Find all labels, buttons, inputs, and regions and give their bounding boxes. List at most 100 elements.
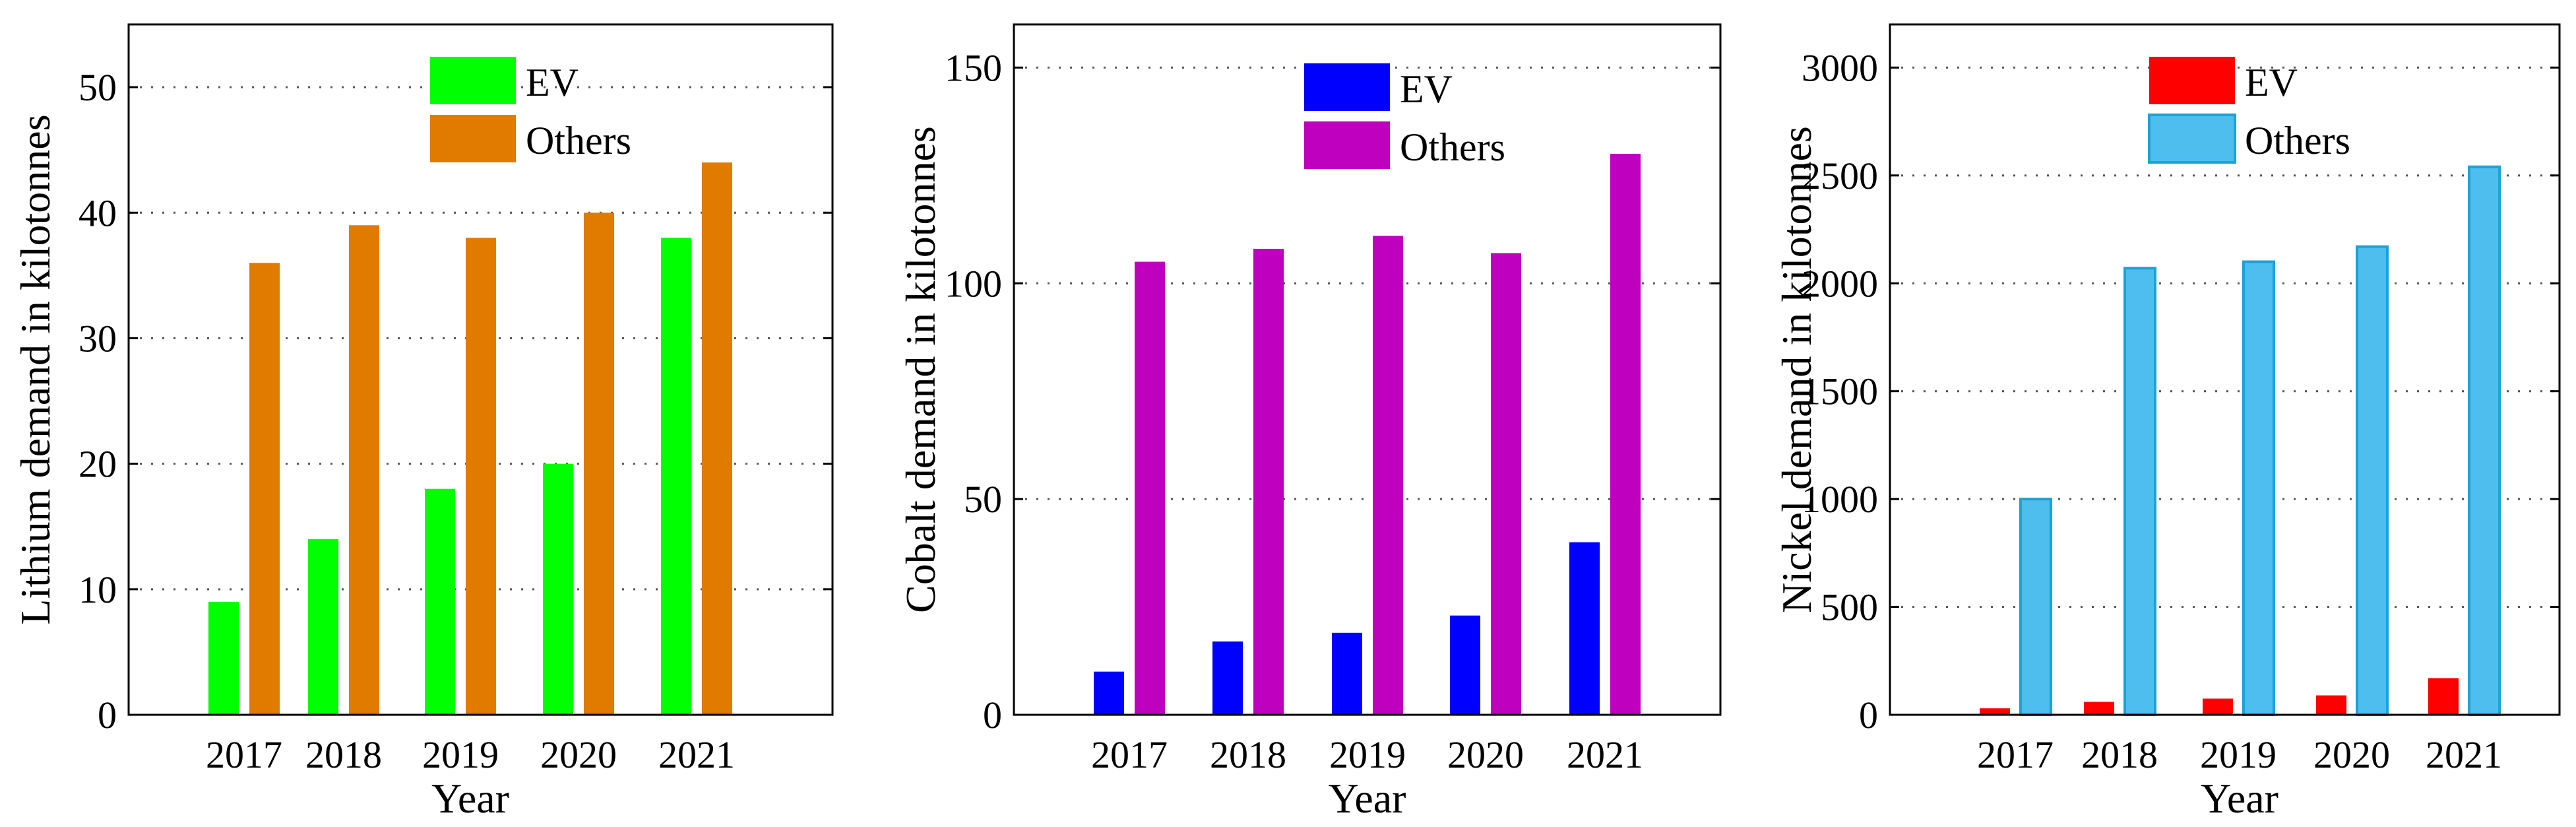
y-tick-label: 0 bbox=[983, 694, 1002, 737]
legend-label-ev: EV bbox=[2245, 61, 2298, 104]
x-tick-label: 2020 bbox=[1447, 733, 1524, 776]
x-tick-label: 2020 bbox=[540, 733, 617, 776]
chart-panel-2: 0 50 100 150 2017 2018 2019 2020 2021 Year Cobalt … bbox=[897, 23, 1722, 822]
bar-ev-2017 bbox=[1980, 708, 2010, 715]
x-tick-label: 2020 bbox=[2313, 733, 2390, 776]
legend-swatch-others bbox=[2148, 114, 2236, 164]
y-tick-label: 1000 bbox=[1802, 478, 1878, 521]
bar-others-2019 bbox=[2242, 260, 2275, 716]
y-tick-label: 2500 bbox=[1802, 154, 1878, 197]
x-axis: 2017 2018 2019 2020 2021 bbox=[1977, 733, 2502, 776]
bar-ev-2018 bbox=[1212, 641, 1243, 715]
series-ev bbox=[1094, 542, 1600, 715]
y-axis-title: Nickel demand in kilotonnes bbox=[1773, 126, 1820, 613]
bar-others-2019 bbox=[1373, 236, 1403, 715]
y-tick-label: 500 bbox=[1821, 586, 1878, 629]
legend: EV Others bbox=[2148, 57, 2350, 164]
x-tick-label: 2017 bbox=[1977, 733, 2054, 776]
y-axis-title: Lithium demand in kilotonnes bbox=[12, 114, 59, 624]
x-tick-label: 2019 bbox=[2200, 733, 2277, 776]
bar-ev-2019 bbox=[2203, 698, 2233, 715]
y-tick-label: 30 bbox=[79, 317, 117, 360]
bar-others-2021 bbox=[1610, 154, 1641, 715]
y-axis: 0 10 20 30 40 50 bbox=[79, 66, 832, 737]
y-axis: 0 500 1000 1500 2000 2500 3000 bbox=[1802, 46, 2560, 737]
series-others bbox=[249, 162, 732, 715]
plot-frame bbox=[1889, 23, 2561, 716]
chart-panel-1: 0 10 20 30 40 50 2017 2018 2019 2020 2021 Year Lithi… bbox=[12, 23, 834, 822]
bar-ev-2019 bbox=[425, 488, 455, 715]
bar-ev-2017 bbox=[1094, 671, 1124, 715]
bar-ev-2020 bbox=[1450, 615, 1480, 715]
legend-swatch-ev bbox=[1304, 63, 1390, 111]
bar-ev-2021 bbox=[2428, 678, 2459, 715]
x-tick-label: 2018 bbox=[305, 733, 382, 776]
legend: EV Others bbox=[1304, 63, 1505, 169]
y-axis: 0 50 100 150 bbox=[945, 46, 1720, 737]
y-tick-label: 1500 bbox=[1802, 370, 1878, 413]
y-tick-label: 3000 bbox=[1802, 46, 1878, 89]
bar-others-2021 bbox=[702, 162, 732, 715]
y-tick-label: 150 bbox=[945, 46, 1002, 89]
legend-swatch-others bbox=[430, 115, 516, 162]
bar-others-2018 bbox=[2123, 267, 2156, 716]
x-tick-label: 2017 bbox=[206, 733, 282, 776]
series-ev bbox=[1980, 678, 2459, 715]
legend-swatch-ev bbox=[2149, 57, 2235, 104]
legend-label-ev: EV bbox=[526, 61, 579, 104]
series-ev bbox=[208, 238, 691, 715]
legend-swatch-others bbox=[1304, 121, 1390, 169]
x-tick-label: 2021 bbox=[1567, 733, 1643, 776]
bar-ev-2019 bbox=[1332, 632, 1362, 715]
bar-others-2017 bbox=[1135, 261, 1165, 715]
bar-others-2020 bbox=[584, 213, 614, 715]
x-tick-label: 2019 bbox=[1329, 733, 1406, 776]
bar-others-2020 bbox=[2356, 245, 2389, 716]
bar-ev-2020 bbox=[2316, 695, 2346, 715]
bar-others-2017 bbox=[2019, 498, 2052, 716]
x-tick-label: 2018 bbox=[2081, 733, 2158, 776]
bar-ev-2018 bbox=[2084, 702, 2114, 715]
bar-others-2019 bbox=[466, 238, 496, 715]
legend-label-others: Others bbox=[2245, 119, 2350, 162]
y-tick-label: 20 bbox=[79, 443, 117, 486]
bar-ev-2021 bbox=[1569, 542, 1600, 715]
y-tick-label: 100 bbox=[945, 262, 1002, 305]
x-tick-label: 2019 bbox=[422, 733, 499, 776]
legend-label-others: Others bbox=[526, 119, 631, 162]
x-axis: 2017 2018 2019 2020 2021 bbox=[206, 733, 735, 776]
bar-others-2017 bbox=[249, 263, 280, 715]
x-tick-label: 2021 bbox=[2426, 733, 2502, 776]
y-tick-label: 2000 bbox=[1802, 262, 1878, 305]
y-tick-label: 0 bbox=[98, 694, 117, 737]
y-tick-label: 50 bbox=[964, 478, 1002, 521]
bar-ev-2017 bbox=[208, 601, 239, 715]
y-tick-label: 0 bbox=[1859, 694, 1878, 737]
bar-others-2018 bbox=[349, 225, 379, 715]
x-tick-label: 2021 bbox=[658, 733, 735, 776]
bar-others-2021 bbox=[2468, 165, 2501, 717]
x-axis-title: Year bbox=[2201, 775, 2278, 822]
bar-ev-2021 bbox=[661, 238, 691, 715]
x-axis-title: Year bbox=[1329, 775, 1406, 822]
series-others bbox=[1135, 154, 1641, 715]
bar-others-2018 bbox=[1253, 248, 1284, 715]
chart-panel-3: 0 500 1000 1500 2000 2500 3000 2017 2018 2019 2020… bbox=[1773, 23, 2561, 822]
bar-ev-2018 bbox=[308, 539, 338, 715]
series-others bbox=[2019, 165, 2501, 717]
y-tick-label: 40 bbox=[79, 191, 117, 234]
y-tick-label: 50 bbox=[79, 66, 117, 109]
y-tick-label: 10 bbox=[79, 568, 117, 611]
legend: EV Others bbox=[430, 57, 631, 162]
x-axis: 2017 2018 2019 2020 2021 bbox=[1091, 733, 1643, 776]
y-axis-title: Cobalt demand in kilotonnes bbox=[897, 126, 944, 613]
x-axis-title: Year bbox=[431, 775, 509, 822]
legend-swatch-ev bbox=[430, 57, 516, 104]
bar-ev-2020 bbox=[543, 463, 573, 715]
legend-label-ev: EV bbox=[1400, 67, 1453, 111]
plot-frame bbox=[127, 23, 834, 716]
plot-frame bbox=[1013, 23, 1722, 716]
bar-others-2020 bbox=[1491, 253, 1521, 715]
x-tick-label: 2018 bbox=[1210, 733, 1286, 776]
